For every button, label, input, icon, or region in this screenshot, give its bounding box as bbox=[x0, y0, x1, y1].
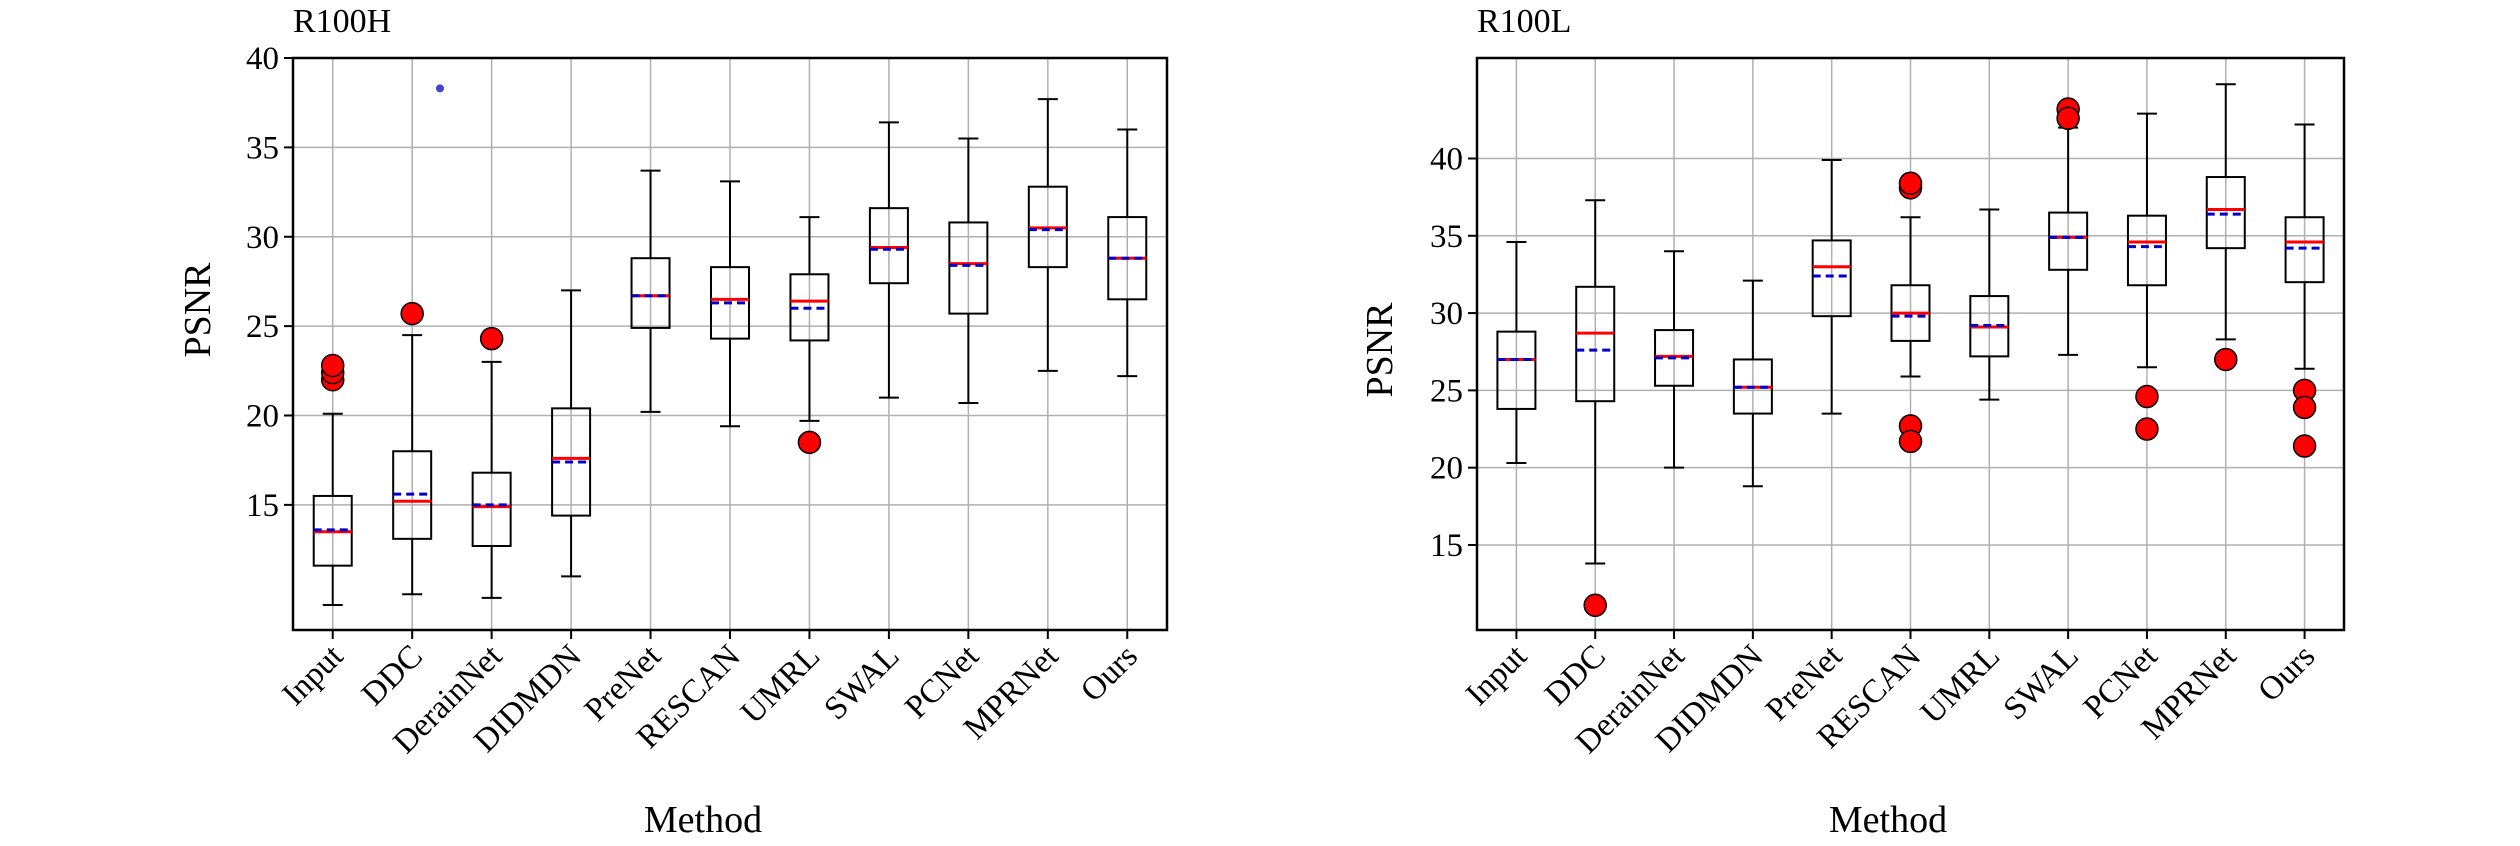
outlier-point bbox=[2056, 106, 2080, 131]
outlier-point bbox=[479, 326, 504, 351]
x-tick-label: SWAL bbox=[818, 638, 907, 727]
outlier-point bbox=[2292, 434, 2317, 458]
outlier-point bbox=[1898, 171, 1923, 195]
x-tick-label: Ours bbox=[1074, 638, 1145, 709]
y-tick-label: 40 bbox=[246, 41, 279, 77]
x-axis-label-r100l: Method bbox=[1829, 799, 1947, 841]
outlier-point bbox=[1898, 429, 1923, 454]
y-axis-label-r100l: PSNR bbox=[1359, 302, 1401, 398]
y-tick-label: 35 bbox=[1430, 219, 1463, 255]
outlier-point bbox=[2135, 417, 2159, 441]
y-tick-label: 20 bbox=[1430, 451, 1463, 487]
y-tick-label: 35 bbox=[246, 130, 279, 166]
box bbox=[868, 207, 909, 285]
x-tick-label: DDC bbox=[355, 638, 430, 713]
box bbox=[1811, 239, 1852, 318]
x-tick-label: UMRL bbox=[734, 638, 827, 731]
y-axis-label-r100h: PSNR bbox=[177, 262, 219, 358]
y-tick-label: 15 bbox=[246, 488, 279, 524]
y-tick-label: 30 bbox=[1430, 296, 1463, 332]
x-tick-label: SWAL bbox=[1997, 638, 2086, 727]
outlier-point bbox=[797, 430, 822, 455]
outlier-point bbox=[400, 301, 424, 326]
box bbox=[1575, 285, 1616, 403]
y-tick-label: 25 bbox=[1430, 373, 1463, 409]
x-tick-label: Input bbox=[276, 638, 351, 713]
box bbox=[2126, 214, 2167, 287]
plot-frame bbox=[291, 56, 1169, 632]
x-tick-label: Ours bbox=[2251, 638, 2322, 709]
y-tick-label: 20 bbox=[246, 399, 279, 435]
x-tick-label: UMRL bbox=[1914, 638, 2007, 731]
outlier-point bbox=[2135, 384, 2159, 409]
outlier-point bbox=[2292, 395, 2317, 420]
plot-frame bbox=[1475, 56, 2346, 632]
box bbox=[2048, 211, 2089, 271]
x-axis-label-r100h: Method bbox=[644, 799, 762, 841]
panel-title-r100h: R100H bbox=[293, 3, 391, 40]
x-tick-label: Input bbox=[1459, 638, 1534, 713]
y-tick-label: 30 bbox=[246, 220, 279, 256]
box bbox=[2205, 176, 2246, 250]
y-tick-label: 40 bbox=[1430, 141, 1463, 177]
outlier-point bbox=[1583, 593, 1607, 618]
box bbox=[2284, 216, 2325, 284]
box bbox=[471, 471, 512, 547]
y-tick-label: 15 bbox=[1430, 528, 1463, 564]
box bbox=[948, 221, 989, 315]
panel-title-r100l: R100L bbox=[1477, 3, 1571, 40]
box bbox=[1496, 330, 1537, 410]
y-tick-label: 25 bbox=[246, 309, 279, 345]
box bbox=[630, 257, 671, 329]
outlier-point bbox=[2214, 347, 2238, 372]
extra-point bbox=[435, 84, 444, 93]
outlier-point bbox=[320, 353, 345, 378]
